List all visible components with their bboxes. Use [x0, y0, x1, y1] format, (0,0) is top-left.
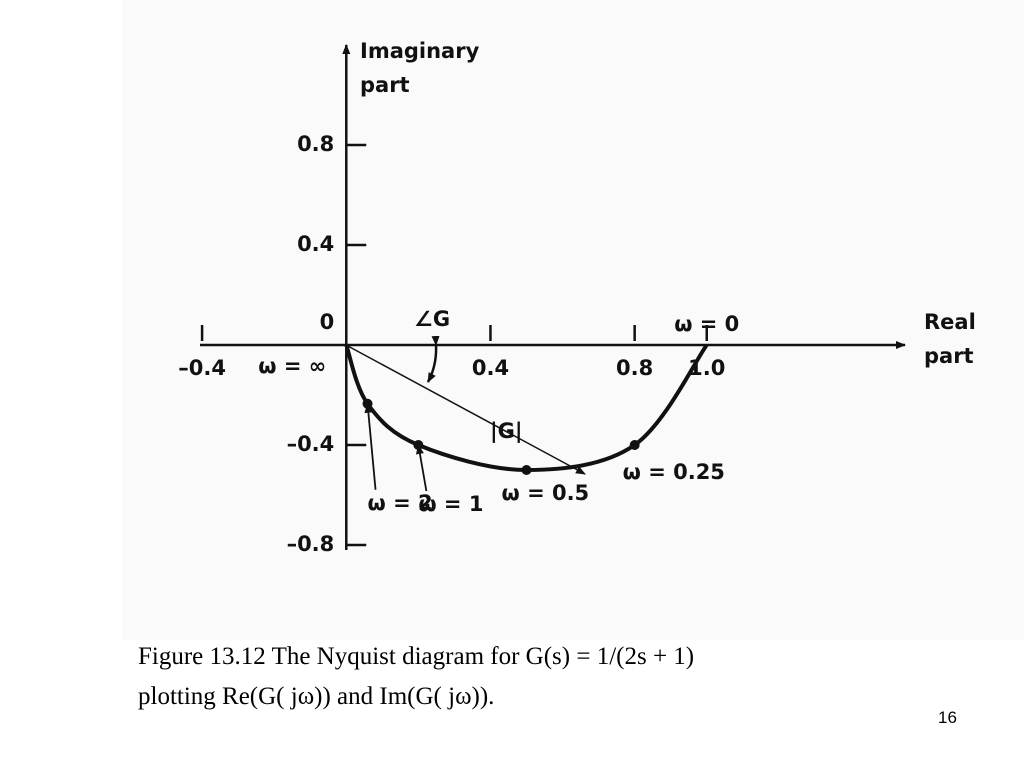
frequency-point — [629, 440, 640, 450]
angle-label: ∠G — [414, 307, 450, 331]
frequency-point — [521, 465, 532, 475]
x-tick-label: 0.4 — [472, 356, 509, 380]
x-axis-label: Real part — [924, 310, 976, 368]
point-label: ω = ∞ — [258, 354, 326, 378]
point-label: ω = 0.25 — [623, 460, 725, 484]
caption-line: Figure 13.12 The Nyquist diagram for G(s… — [138, 643, 695, 670]
label-leader — [415, 444, 428, 492]
y-tick-label: 0.8 — [297, 132, 334, 156]
magnitude-label: |G| — [490, 419, 523, 444]
figure-background — [122, 0, 1024, 640]
caption-line: plotting Re(G( jω)) and Im(G( jω)). — [138, 683, 495, 710]
x-tick-label: –0.4 — [178, 356, 226, 380]
page-number: 16 — [938, 708, 957, 727]
y-tick-label: –0.8 — [287, 532, 335, 556]
point-label: ω = 1 — [418, 492, 483, 516]
y-tick-label: 0 — [320, 310, 335, 334]
label-leader — [364, 402, 377, 490]
point-label: ω = 2 — [368, 491, 433, 515]
y-axis-label: Imaginary part — [360, 39, 480, 97]
point-label: ω = 0 — [674, 312, 739, 336]
point-label: ω = 0.5 — [502, 481, 590, 505]
angle-arc — [426, 335, 440, 383]
x-tick-label: 0.8 — [616, 356, 653, 380]
y-tick-label: –0.4 — [287, 432, 335, 456]
y-tick-label: 0.4 — [297, 232, 334, 256]
magnitude-vector — [345, 344, 586, 475]
